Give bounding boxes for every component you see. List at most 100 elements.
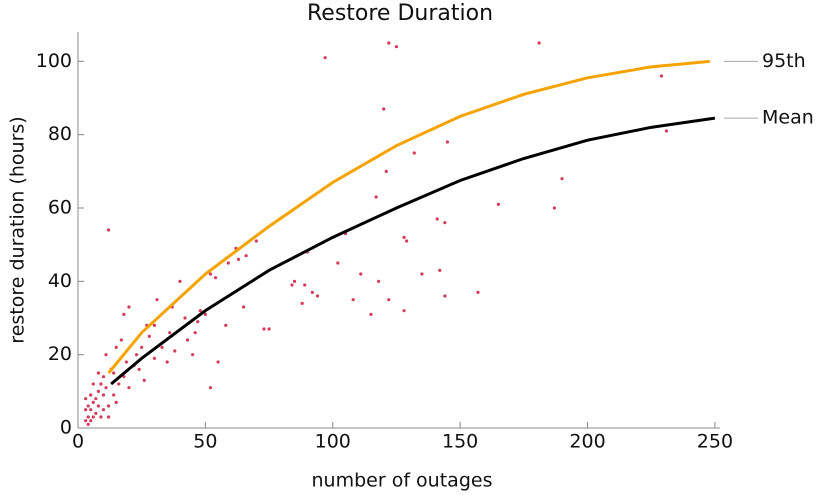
y-tick-label: 0 [60,417,72,439]
point [560,177,564,181]
point [84,419,88,423]
point [310,290,314,294]
point [224,323,228,327]
point [112,371,116,375]
point [117,382,121,386]
point [91,415,95,419]
y-tick-label: 80 [48,123,72,145]
point [369,312,373,316]
x-tick-label: 250 [697,431,733,453]
point [394,45,399,49]
point [208,272,213,276]
point [101,375,106,379]
point [152,323,157,327]
point [101,408,106,412]
point [384,169,388,173]
y-tick-label: 20 [48,343,72,365]
x-tick-label: 0 [72,431,84,453]
point [185,338,190,342]
x-axis-label: number of outages [312,470,493,492]
point [203,312,207,316]
point [664,129,669,133]
point [112,393,116,397]
point [86,404,90,408]
point [86,415,90,419]
point [134,353,139,357]
point [377,279,381,283]
point [659,74,664,78]
point [191,353,195,357]
point [140,345,144,349]
point [183,316,187,320]
point [106,404,111,408]
y-tick-label: 100 [36,50,72,72]
point [315,294,320,298]
point [303,283,307,287]
point [443,221,447,225]
point [193,331,197,335]
point [101,393,106,397]
point [124,360,129,364]
x-tick-label: 50 [193,431,217,453]
point [445,140,450,144]
point [336,261,340,265]
point [402,309,406,313]
point [94,397,98,401]
point [89,393,93,397]
point [236,257,241,261]
point [94,411,98,415]
point [119,338,123,342]
y-axis-label: restore duration (hours) [7,116,29,343]
chart-title: Restore Duration [307,1,493,26]
legend-label: 95th [762,50,806,72]
point [96,371,100,375]
point [127,386,131,390]
point [496,202,500,206]
point [216,360,220,364]
point [254,239,258,243]
point [106,415,111,419]
point [165,360,169,364]
point [155,298,159,302]
point [387,41,391,45]
point [89,419,93,423]
point [552,206,557,210]
point [213,276,218,280]
point [91,400,95,404]
point [104,386,108,390]
point [226,261,230,265]
point [420,272,424,276]
point [290,283,294,287]
point [173,349,177,353]
point [99,415,103,419]
point [142,378,146,382]
point [262,327,266,331]
point [84,397,88,401]
point [443,294,447,298]
point [402,235,406,239]
x-tick-label: 150 [442,431,478,453]
point [438,268,442,272]
fit-line [107,59,710,374]
point [96,404,100,408]
point [89,408,93,412]
point [127,305,131,309]
point [435,217,439,221]
point [122,312,126,316]
point [359,272,363,276]
point [476,290,480,294]
point [198,309,202,313]
point [137,367,141,371]
point [267,327,271,331]
y-tick-label: 60 [48,197,72,219]
point [323,56,327,60]
x-tick-label: 100 [315,431,351,453]
point [106,228,111,232]
point [152,356,157,360]
point [374,195,378,199]
point [300,301,304,305]
point [84,408,88,412]
point [387,298,391,302]
point [99,382,103,386]
point [196,320,200,324]
